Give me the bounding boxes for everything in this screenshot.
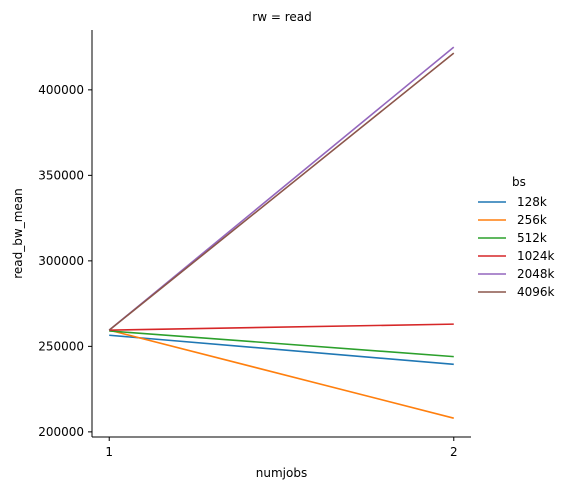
series-line-4096k bbox=[108, 52, 455, 331]
legend: bs 128k 256k 512k 1024k 2048k 4096k bbox=[478, 175, 555, 299]
y-tick-label: 300000 bbox=[38, 254, 84, 268]
legend-label-1024k: 1024k bbox=[517, 249, 555, 263]
y-axis-ticks: 200000 250000 300000 350000 400000 bbox=[38, 83, 92, 439]
y-tick-label: 400000 bbox=[38, 83, 84, 97]
y-tick-label: 250000 bbox=[38, 339, 84, 353]
series-line-256k bbox=[109, 329, 454, 419]
series-line-1024k bbox=[109, 323, 454, 331]
legend-title: bs bbox=[512, 175, 526, 189]
legend-label-2048k: 2048k bbox=[517, 267, 555, 281]
legend-label-256k: 256k bbox=[517, 213, 547, 227]
x-tick-label: 2 bbox=[450, 445, 458, 459]
legend-label-4096k: 4096k bbox=[517, 285, 555, 299]
series-line-128k bbox=[109, 334, 454, 366]
legend-label-128k: 128k bbox=[517, 195, 547, 209]
y-tick-label: 350000 bbox=[38, 168, 84, 182]
y-tick-label: 200000 bbox=[38, 425, 84, 439]
series-line-512k bbox=[109, 330, 454, 358]
legend-label-512k: 512k bbox=[517, 231, 547, 245]
x-tick-label: 1 bbox=[105, 445, 113, 459]
y-axis-label: read_bw_mean bbox=[11, 188, 25, 279]
legend-items: 128k 256k 512k 1024k 2048k 4096k bbox=[478, 195, 555, 299]
chart-title: rw = read bbox=[252, 10, 311, 24]
series-lines bbox=[108, 46, 455, 419]
x-axis-label: numjobs bbox=[256, 466, 307, 480]
